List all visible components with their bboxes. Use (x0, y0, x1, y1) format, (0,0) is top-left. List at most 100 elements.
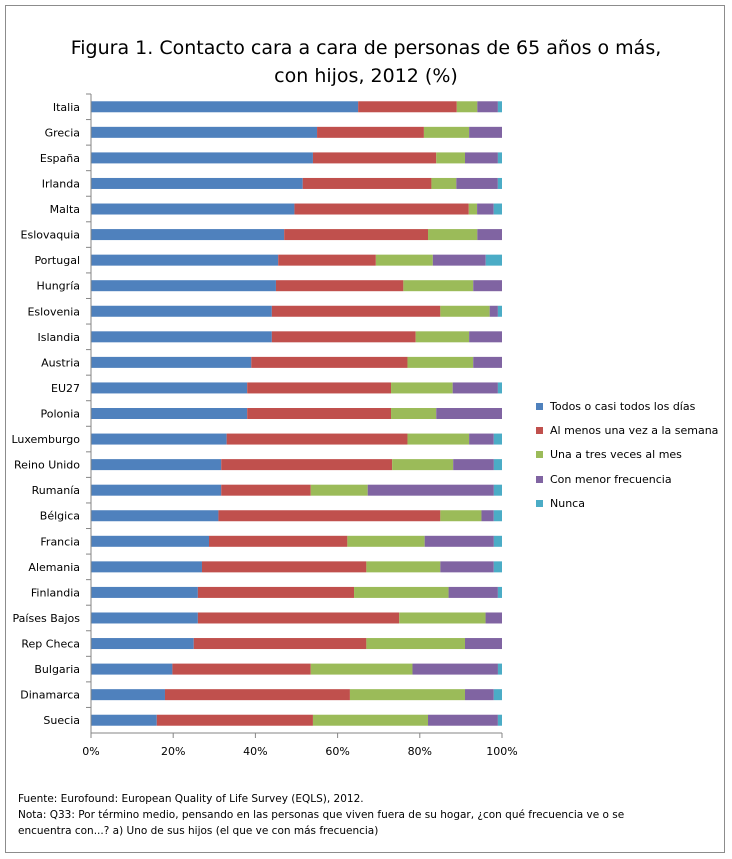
category-label-rumania: Rumanía (32, 484, 80, 497)
bar-paises-bajos-al-menos-una-vez-a-la-semana (197, 612, 400, 624)
legend: Todos o casi todos los días Al menos una … (536, 394, 726, 515)
bar-alemania-al-menos-una-vez-a-la-semana (201, 561, 367, 573)
bar-francia-al-menos-una-vez-a-la-semana (209, 535, 348, 547)
bar-suecia-todos-o-casi-todos-los-dias (91, 714, 157, 726)
bar-luxemburgo-con-menor-frecuencia (469, 433, 494, 445)
bar-eslovaquia-una-a-tres-veces-al-mes (428, 229, 478, 241)
source-note: Fuente: Eurofound: European Quality of L… (18, 793, 364, 805)
bar-malta-todos-o-casi-todos-los-dias (91, 203, 295, 215)
bar-irlanda-al-menos-una-vez-a-la-semana (302, 177, 432, 189)
legend-swatch (536, 475, 543, 483)
bar-eu27-nunca (497, 382, 502, 394)
x-tick-label: 20% (161, 745, 185, 758)
bar-eslovenia-todos-o-casi-todos-los-dias (91, 305, 272, 317)
bar-eslovenia-al-menos-una-vez-a-la-semana (271, 305, 441, 317)
category-label-portugal: Portugal (34, 254, 80, 267)
bar-finlandia-una-a-tres-veces-al-mes (354, 586, 449, 598)
bar-eu27-una-a-tres-veces-al-mes (391, 382, 453, 394)
chart-title-line-2: con hijos, 2012 (%) (274, 65, 458, 87)
legend-label: Todos o casi todos los días (550, 399, 696, 413)
bar-hungria-una-a-tres-veces-al-mes (403, 280, 474, 292)
bar-finlandia-todos-o-casi-todos-los-dias (91, 586, 198, 598)
category-label-bulgaria: Bulgaria (34, 663, 80, 676)
bar-luxemburgo-una-a-tres-veces-al-mes (407, 433, 470, 445)
bar-belgica-con-menor-frecuencia (481, 510, 494, 522)
bar-finlandia-nunca (497, 586, 502, 598)
chart-frame (5, 5, 725, 853)
bar-bulgaria-al-menos-una-vez-a-la-semana (172, 663, 311, 675)
category-label-austria: Austria (41, 356, 80, 369)
legend-swatch (536, 402, 543, 410)
bar-portugal-todos-o-casi-todos-los-dias (91, 254, 279, 266)
bar-grecia-una-a-tres-veces-al-mes (423, 126, 470, 138)
category-label-eu27: EU27 (51, 382, 80, 395)
bar-reino-unido-todos-o-casi-todos-los-dias (91, 459, 222, 471)
bars-layer (91, 101, 502, 726)
bar-francia-nunca (493, 535, 502, 547)
category-label-luxemburgo: Luxemburgo (11, 433, 80, 446)
bar-austria-una-a-tres-veces-al-mes (407, 356, 474, 368)
bar-hungria-todos-o-casi-todos-los-dias (91, 280, 276, 292)
bar-islandia-todos-o-casi-todos-los-dias (91, 331, 272, 343)
bar-rumania-todos-o-casi-todos-los-dias (91, 484, 222, 496)
legend-label: Nunca (550, 496, 585, 510)
bar-austria-con-menor-frecuencia (473, 356, 502, 368)
legend-item-una-a-tres-veces-al-mes: Una a tres veces al mes (536, 443, 726, 467)
bar-austria-al-menos-una-vez-a-la-semana (251, 356, 408, 368)
bar-italia-al-menos-una-vez-a-la-semana (358, 101, 457, 113)
bar-eslovenia-nunca (497, 305, 502, 317)
bar-portugal-al-menos-una-vez-a-la-semana (278, 254, 376, 266)
bar-paises-bajos-todos-o-casi-todos-los-dias (91, 612, 198, 624)
bar-finlandia-al-menos-una-vez-a-la-semana (197, 586, 355, 598)
legend-item-al-menos-una-vez-a-la-semana: Al menos una vez a la semana (536, 418, 726, 442)
bar-polonia-al-menos-una-vez-a-la-semana (247, 408, 392, 419)
bar-rep-checa-al-menos-una-vez-a-la-semana (193, 638, 367, 650)
bar-dinamarca-una-a-tres-veces-al-mes (349, 689, 466, 701)
category-label-islandia: Islandia (37, 331, 80, 344)
bar-hungria-al-menos-una-vez-a-la-semana (275, 280, 404, 292)
bar-reino-unido-con-menor-frecuencia (453, 459, 494, 471)
bar-paises-bajos-con-menor-frecuencia (485, 612, 502, 624)
bar-espana-con-menor-frecuencia (465, 152, 498, 164)
bar-francia-todos-o-casi-todos-los-dias (91, 535, 210, 547)
bar-irlanda-una-a-tres-veces-al-mes (431, 177, 457, 189)
bar-rumania-con-menor-frecuencia (367, 484, 494, 496)
category-label-suecia: Suecia (43, 714, 80, 727)
bar-irlanda-todos-o-casi-todos-los-dias (91, 177, 303, 189)
bar-eslovaquia-al-menos-una-vez-a-la-semana (284, 229, 429, 241)
bar-finlandia-con-menor-frecuencia (448, 586, 498, 598)
bar-bulgaria-con-menor-frecuencia (412, 663, 498, 675)
category-label-alemania: Alemania (28, 561, 80, 574)
bar-eslovaquia-todos-o-casi-todos-los-dias (91, 229, 285, 241)
bar-luxemburgo-al-menos-una-vez-a-la-semana (226, 433, 408, 445)
bar-suecia-con-menor-frecuencia (428, 714, 498, 726)
bar-italia-una-a-tres-veces-al-mes (456, 101, 478, 113)
axes-layer (86, 93, 503, 738)
bar-polonia-una-a-tres-veces-al-mes (391, 408, 437, 419)
category-label-finlandia: Finlandia (31, 586, 80, 599)
category-label-paises-bajos: Países Bajos (13, 612, 81, 625)
bar-alemania-con-menor-frecuencia (440, 561, 494, 573)
bar-dinamarca-nunca (493, 689, 502, 701)
category-label-rep-checa: Rep Checa (21, 638, 80, 651)
category-label-belgica: Bélgica (40, 510, 80, 523)
bar-eu27-al-menos-una-vez-a-la-semana (247, 382, 392, 394)
category-label-eslovenia: Eslovenia (27, 305, 80, 318)
bar-luxemburgo-todos-o-casi-todos-los-dias (91, 433, 227, 445)
bar-paises-bajos-una-a-tres-veces-al-mes (399, 612, 486, 624)
bar-dinamarca-al-menos-una-vez-a-la-semana (164, 689, 350, 701)
bar-belgica-nunca (493, 510, 502, 522)
bar-grecia-con-menor-frecuencia (469, 126, 502, 138)
legend-label: Al menos una vez a la semana (550, 423, 719, 437)
bar-rep-checa-una-a-tres-veces-al-mes (366, 638, 466, 650)
bar-italia-todos-o-casi-todos-los-dias (91, 101, 359, 113)
bar-rep-checa-con-menor-frecuencia (465, 638, 502, 650)
bar-rep-checa-todos-o-casi-todos-los-dias (91, 638, 194, 650)
bar-dinamarca-todos-o-casi-todos-los-dias (91, 689, 165, 701)
legend-item-todos-o-casi-todos-los-dias: Todos o casi todos los días (536, 394, 726, 418)
legend-item-nunca: Nunca (536, 491, 726, 515)
x-tick-label: 60% (325, 745, 349, 758)
x-tick-label: 0% (82, 745, 99, 758)
bar-espana-todos-o-casi-todos-los-dias (91, 152, 313, 164)
